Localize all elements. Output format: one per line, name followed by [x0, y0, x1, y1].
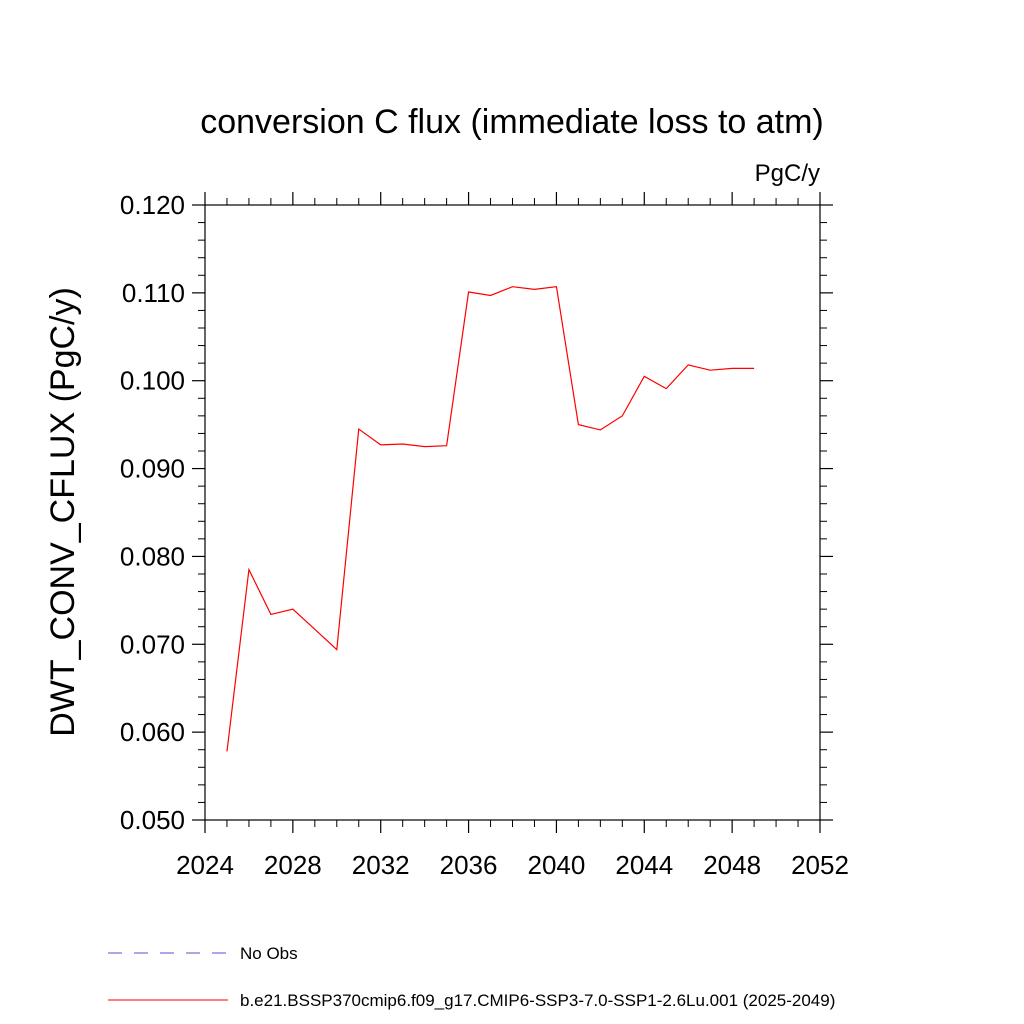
- chart-title: conversion C flux (immediate loss to atm…: [200, 103, 824, 141]
- x-tick-label: 2052: [791, 850, 849, 880]
- y-tick-label: 0.120: [120, 190, 185, 220]
- y-tick-label: 0.090: [120, 454, 185, 484]
- x-tick-label: 2048: [703, 850, 761, 880]
- y-tick-label: 0.100: [120, 366, 185, 396]
- series-layer: [226, 286, 755, 752]
- y-tick-label: 0.080: [120, 541, 185, 571]
- y-tick-label: 0.060: [120, 717, 185, 747]
- units-label: PgC/y: [755, 160, 820, 187]
- y-tick-label: 0.050: [120, 805, 185, 835]
- x-tick-label: 2044: [615, 850, 673, 880]
- x-tick-label: 2024: [176, 850, 234, 880]
- axis-tick-labels: 2024 2028 2032 2036 2040 2044 2048 2052 0.050 0.0…: [120, 190, 849, 880]
- axis-ticks: [192, 192, 833, 833]
- series-line-0: [226, 286, 755, 752]
- x-tick-label: 2032: [352, 850, 410, 880]
- y-axis-label: DWT_CONV_CFLUX (PgC/y): [44, 287, 82, 737]
- x-tick-label: 2036: [440, 850, 498, 880]
- y-tick-label: 0.110: [122, 278, 185, 308]
- legend-label-0: No Obs: [240, 944, 298, 963]
- legend-label-1: b.e21.BSSP370cmip6.f09_g17.CMIP6-SSP3-7.…: [240, 991, 835, 1010]
- x-tick-label: 2040: [528, 850, 586, 880]
- legend: No Obs b.e21.BSSP370cmip6.f09_g17.CMIP6-S…: [108, 944, 835, 1010]
- x-tick-label: 2028: [264, 850, 322, 880]
- plot-frame: [204, 204, 821, 821]
- y-tick-label: 0.070: [120, 629, 185, 659]
